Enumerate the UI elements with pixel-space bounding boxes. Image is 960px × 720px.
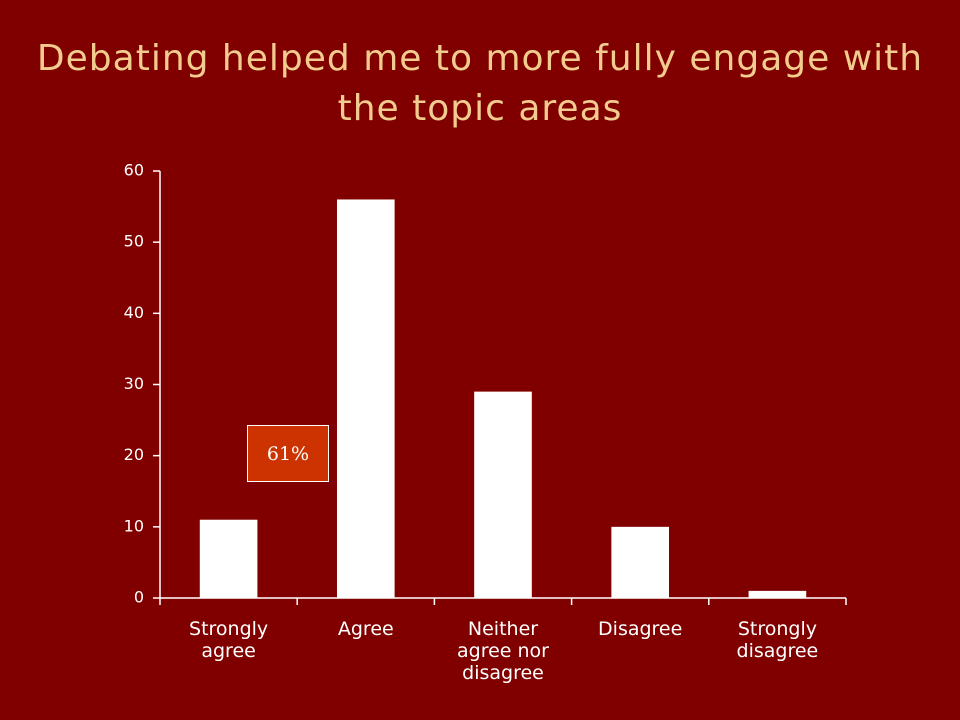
bar [748, 590, 807, 598]
chart-title: Debating helped me to more fully engage … [36, 38, 924, 129]
bar [336, 199, 395, 598]
y-tick-label: 50 [124, 232, 144, 251]
x-tick-label: Strongly disagree [736, 618, 819, 662]
y-tick-label: 10 [124, 516, 144, 535]
y-tick-label: 0 [134, 588, 144, 607]
bar [199, 519, 258, 598]
x-tick-label: Agree [337, 618, 394, 640]
x-tick-label: Disagree [598, 618, 683, 640]
y-tick-label: 60 [124, 161, 144, 180]
bar [474, 391, 532, 598]
x-tick-label: Strongly agree [189, 618, 269, 662]
x-tick-label: Neither agree nor disagree [457, 618, 549, 684]
y-tick-label: 20 [124, 445, 144, 464]
y-tick-label: 30 [124, 374, 144, 393]
y-tick-label: 40 [124, 303, 144, 322]
bar [611, 526, 670, 598]
annotation: 61% [247, 425, 329, 482]
